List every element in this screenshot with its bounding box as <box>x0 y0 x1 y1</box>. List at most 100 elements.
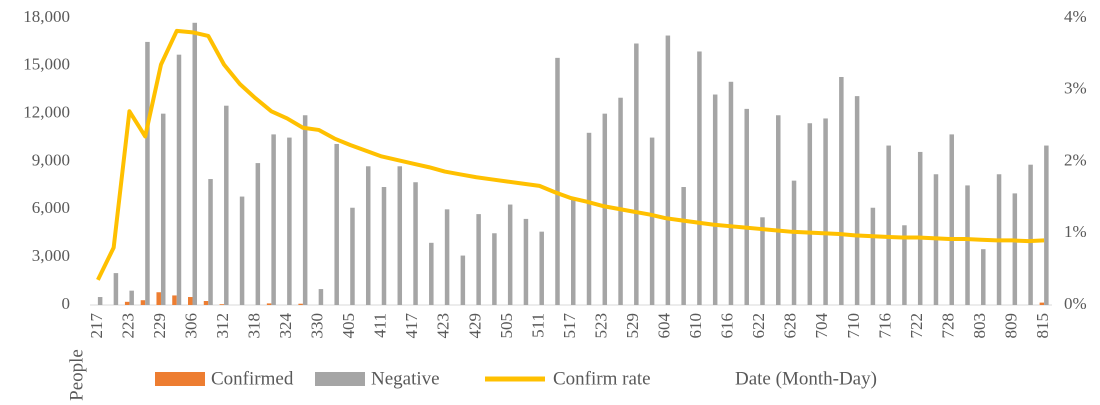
x-tick-label: 330 <box>308 313 327 339</box>
bar <box>981 249 986 305</box>
bar <box>239 196 245 305</box>
x-tick-label: 417 <box>402 313 421 339</box>
bar <box>681 187 686 305</box>
bar <box>649 137 655 305</box>
bar <box>807 123 813 305</box>
bar <box>1044 145 1049 305</box>
x-tick-label: 722 <box>907 313 926 339</box>
x-tick-label: 728 <box>938 313 957 339</box>
x-tick-label: 815 <box>1033 313 1052 339</box>
legend-swatch <box>155 372 205 386</box>
bar <box>192 22 198 306</box>
bar <box>219 304 225 305</box>
bar <box>523 218 529 305</box>
x-tick-label: 716 <box>875 313 894 339</box>
bar <box>255 163 261 305</box>
bar <box>124 301 130 305</box>
y2-tick-label: 0% <box>1064 294 1087 313</box>
x-tick-label: 809 <box>1001 313 1020 339</box>
bar <box>791 180 797 305</box>
y-tick-label: 18,000 <box>23 7 70 26</box>
x-tick-label: 312 <box>213 313 232 339</box>
bar <box>917 151 923 305</box>
legend-label: Confirmed <box>211 368 294 389</box>
y-tick-label: 3,000 <box>32 246 70 265</box>
bar <box>539 231 544 305</box>
bar <box>902 225 907 305</box>
y2-tick-label: 2% <box>1064 150 1087 169</box>
bar <box>302 115 308 305</box>
y2-tick-label: 3% <box>1064 79 1087 98</box>
bar <box>318 289 324 305</box>
y-tick-label: 12,000 <box>23 103 70 122</box>
bar <box>744 108 749 305</box>
x-tick-label: 306 <box>181 313 200 339</box>
bar <box>176 54 182 305</box>
y-tick-label: 9,000 <box>32 150 70 169</box>
bar <box>381 187 387 305</box>
bar <box>586 132 592 305</box>
bar <box>1012 193 1018 305</box>
x-tick-label: 517 <box>560 313 579 339</box>
x-tick-label: 429 <box>465 313 484 339</box>
bar <box>208 179 213 305</box>
bar <box>712 94 718 306</box>
bar <box>823 118 828 305</box>
bar <box>129 290 134 305</box>
bar <box>492 233 497 305</box>
x-tick-label: 318 <box>244 313 263 339</box>
bar <box>145 41 150 306</box>
x-tick-label: 704 <box>812 313 831 339</box>
x-tick-label: 324 <box>276 313 295 339</box>
bar <box>886 145 891 305</box>
x-tick-label: 223 <box>118 313 137 339</box>
x-tick-label: 505 <box>497 313 516 339</box>
y-tick-label: 6,000 <box>32 198 70 217</box>
x-tick-label: 229 <box>150 313 169 339</box>
x-tick-label: 411 <box>371 313 390 338</box>
bar <box>776 115 781 305</box>
y-tick-label: 0 <box>62 294 71 313</box>
y2-tick-label: 4% <box>1064 7 1087 26</box>
bar <box>507 204 513 305</box>
x-tick-label: 217 <box>87 313 106 339</box>
bar <box>618 97 623 305</box>
y-axis-label: People <box>66 349 87 401</box>
x-tick-label: 529 <box>623 313 642 339</box>
bar <box>728 81 734 306</box>
bar <box>140 300 146 305</box>
legend-label: Confirm rate <box>553 368 651 389</box>
x-tick-label: 511 <box>528 313 547 338</box>
x-tick-label: 803 <box>970 313 989 339</box>
bar <box>287 137 292 305</box>
bar <box>839 76 844 305</box>
x-tick-label: 710 <box>844 313 863 339</box>
x-tick-label: 622 <box>749 313 768 339</box>
legend-swatch <box>315 372 365 386</box>
bar <box>460 255 466 305</box>
x-tick-label: 616 <box>718 313 737 339</box>
bar <box>160 113 166 306</box>
line <box>96 28 1045 281</box>
bar <box>224 105 229 305</box>
bar <box>156 292 161 305</box>
bar <box>1039 302 1045 305</box>
bar <box>965 185 970 305</box>
legend-label: Negative <box>371 368 440 389</box>
bar <box>97 297 103 305</box>
bar <box>760 217 765 305</box>
bar <box>602 113 608 306</box>
bar <box>365 166 371 305</box>
bar <box>271 134 276 305</box>
bar <box>429 242 434 305</box>
bar <box>350 207 355 305</box>
bar <box>697 51 702 305</box>
bar <box>1028 164 1033 305</box>
bar <box>113 273 119 305</box>
bar <box>634 43 639 306</box>
bar <box>665 35 671 306</box>
x-tick-label: 405 <box>339 313 358 339</box>
bar <box>188 297 193 305</box>
x-tick-label: 523 <box>591 313 610 339</box>
